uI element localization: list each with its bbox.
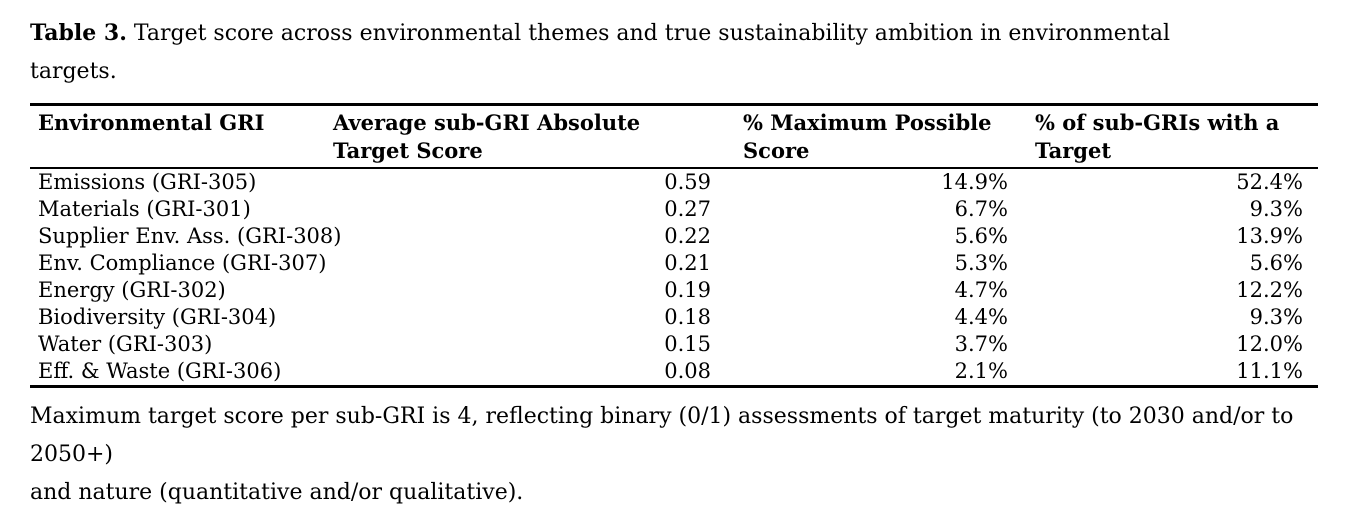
cell-pct-max: 14.9%	[941, 170, 1008, 194]
table-footnote: Maximum target score per sub-GRI is 4, r…	[30, 398, 1318, 512]
cell-avg-score: 0.19	[664, 278, 711, 302]
table-footnote-line2: and nature (quantitative and/or qualitat…	[30, 480, 524, 505]
table-caption-label: Table 3.	[30, 20, 127, 46]
cell-pct-with-target: 52.4%	[1236, 170, 1303, 194]
table-row: Eff. & Waste (GRI-306) 0.08 2.1% 11.1%	[30, 358, 1318, 387]
table-row: Materials (GRI-301) 0.27 6.7% 9.3%	[30, 196, 1318, 223]
cell-pct-max: 3.7%	[954, 332, 1008, 356]
col-header-average-sub-gri-target-score: Average sub-GRI Absolute Target Score	[333, 110, 641, 163]
cell-avg-score: 0.27	[664, 197, 711, 221]
cell-avg-score: 0.08	[664, 359, 711, 383]
cell-pct-max: 4.7%	[954, 278, 1008, 302]
table-row: Water (GRI-303) 0.15 3.7% 12.0%	[30, 331, 1318, 358]
cell-gri-name: Eff. & Waste (GRI-306)	[38, 359, 282, 383]
cell-pct-max: 4.4%	[954, 305, 1008, 329]
cell-gri-name: Env. Compliance (GRI-307)	[38, 251, 327, 275]
cell-avg-score: 0.22	[664, 224, 711, 248]
cell-pct-with-target: 13.9%	[1236, 224, 1303, 248]
cell-pct-with-target: 5.6%	[1249, 251, 1303, 275]
cell-pct-max: 2.1%	[954, 359, 1008, 383]
col-header-pct-sub-gris-with-target: % of sub-GRIs with a Target	[1035, 110, 1280, 163]
col-header-environmental-gri: Environmental GRI	[38, 110, 265, 135]
cell-pct-with-target: 12.2%	[1236, 278, 1303, 302]
gri-target-score-table: Environmental GRI Average sub-GRI Absolu…	[30, 103, 1318, 388]
cell-avg-score: 0.21	[664, 251, 711, 275]
cell-pct-with-target: 9.3%	[1249, 197, 1303, 221]
table-row: Emissions (GRI-305) 0.59 14.9% 52.4%	[30, 168, 1318, 196]
cell-pct-max: 6.7%	[954, 197, 1008, 221]
col-header-pct-maximum-possible-score: % Maximum Possible Score	[743, 110, 992, 163]
cell-pct-with-target: 9.3%	[1249, 305, 1303, 329]
table-caption-text-line1: Target score across environmental themes…	[133, 21, 1170, 46]
table-row: Supplier Env. Ass. (GRI-308) 0.22 5.6% 1…	[30, 223, 1318, 250]
table-row: Env. Compliance (GRI-307) 0.21 5.3% 5.6%	[30, 250, 1318, 277]
cell-pct-with-target: 12.0%	[1236, 332, 1303, 356]
cell-avg-score: 0.59	[664, 170, 711, 194]
cell-gri-name: Biodiversity (GRI-304)	[38, 305, 277, 329]
table-row: Energy (GRI-302) 0.19 4.7% 12.2%	[30, 277, 1318, 304]
cell-pct-max: 5.6%	[954, 224, 1008, 248]
cell-pct-with-target: 11.1%	[1236, 359, 1303, 383]
table-caption-text-line2: targets.	[30, 59, 117, 84]
cell-avg-score: 0.15	[664, 332, 711, 356]
cell-avg-score: 0.18	[664, 305, 711, 329]
cell-gri-name: Supplier Env. Ass. (GRI-308)	[38, 224, 342, 248]
table-row: Biodiversity (GRI-304) 0.18 4.4% 9.3%	[30, 304, 1318, 331]
cell-gri-name: Emissions (GRI-305)	[38, 170, 257, 194]
cell-pct-max: 5.3%	[954, 251, 1008, 275]
cell-gri-name: Energy (GRI-302)	[38, 278, 226, 302]
table-caption: Table 3. Target score across environmenta…	[30, 14, 1318, 91]
cell-gri-name: Materials (GRI-301)	[38, 197, 251, 221]
cell-gri-name: Water (GRI-303)	[38, 332, 213, 356]
table-footnote-line1: Maximum target score per sub-GRI is 4, r…	[30, 404, 1294, 467]
table-header-row: Environmental GRI Average sub-GRI Absolu…	[30, 104, 1318, 168]
